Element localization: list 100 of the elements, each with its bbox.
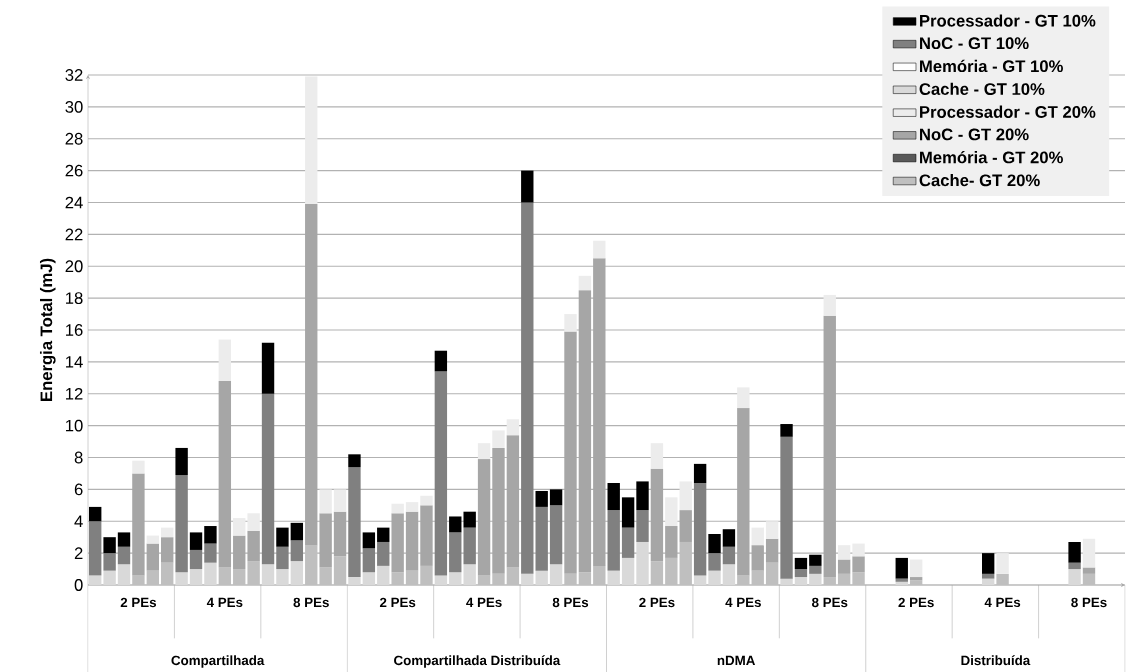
bar <box>204 562 217 585</box>
bar <box>679 541 692 585</box>
bar <box>535 506 548 571</box>
bar <box>549 489 563 506</box>
bar <box>305 76 318 205</box>
bar <box>218 381 232 568</box>
bar <box>535 490 548 507</box>
bar <box>636 510 649 542</box>
bar <box>636 541 649 585</box>
bar <box>852 556 865 573</box>
y-tick-label: 8 <box>74 451 83 464</box>
bar <box>103 570 116 585</box>
bar <box>722 564 736 585</box>
bar <box>362 572 376 585</box>
bar <box>132 473 145 576</box>
bar <box>780 578 793 585</box>
bar <box>463 527 476 565</box>
bar <box>261 393 275 565</box>
bar <box>333 511 347 557</box>
bar <box>377 527 390 542</box>
bar <box>521 573 534 585</box>
bar <box>233 518 246 536</box>
bar <box>578 275 592 291</box>
bar <box>362 548 376 573</box>
bar <box>794 557 808 570</box>
bar <box>261 342 275 394</box>
bar <box>521 202 534 574</box>
bar <box>103 553 116 571</box>
x-tick-label: 8 PEs <box>1071 597 1107 608</box>
x-tick-label: 4 PEs <box>466 597 502 608</box>
bar <box>161 527 174 538</box>
bar <box>492 447 505 574</box>
bar <box>117 546 131 565</box>
x-tick-label: 4 PEs <box>984 597 1021 608</box>
bar <box>708 570 721 585</box>
bar <box>665 526 678 558</box>
bar <box>621 497 635 528</box>
bar <box>319 513 332 568</box>
bar <box>751 570 764 585</box>
legend-label: Processador - GT 10% <box>920 14 1096 27</box>
bar <box>909 577 923 581</box>
bar <box>794 577 808 585</box>
bar <box>189 549 203 570</box>
bar <box>377 541 390 566</box>
y-tick-label: 28 <box>65 132 83 145</box>
bar <box>247 513 260 531</box>
bar <box>175 572 188 585</box>
bar <box>650 561 664 585</box>
y-tick-label: 4 <box>74 515 83 527</box>
bar <box>377 565 390 585</box>
bar <box>204 543 217 563</box>
bar <box>981 553 995 574</box>
bar <box>247 561 260 585</box>
bar <box>89 506 102 522</box>
bar <box>319 489 332 514</box>
bar <box>809 565 822 574</box>
bar <box>333 489 347 512</box>
bar <box>434 575 448 585</box>
bar <box>103 537 116 554</box>
bar <box>607 483 620 511</box>
bar <box>449 572 462 585</box>
text: Compartilhada <box>171 655 265 668</box>
y-tick-label: 14 <box>66 356 83 368</box>
bar <box>218 339 232 381</box>
bar <box>549 505 563 565</box>
bar <box>578 290 592 573</box>
bar <box>161 562 174 585</box>
bar <box>823 577 836 585</box>
bar <box>636 481 649 511</box>
x-tick-label: 2 PEs <box>120 597 157 608</box>
bar <box>593 565 606 585</box>
bar <box>362 532 376 549</box>
bar <box>578 572 592 585</box>
y-tick-label: 26 <box>65 164 83 177</box>
bar <box>405 570 419 585</box>
bar <box>204 526 217 544</box>
bar <box>391 513 404 573</box>
bar <box>607 570 620 585</box>
bar <box>405 502 419 512</box>
bar <box>693 575 707 585</box>
bar <box>665 497 678 527</box>
bar <box>679 510 692 542</box>
bar <box>737 575 750 585</box>
bar <box>434 350 448 372</box>
legend-label: Processador - GT 20% <box>920 105 1096 118</box>
bar <box>693 463 707 483</box>
bar <box>549 564 563 585</box>
bar <box>449 516 462 533</box>
legend-label: Memória - GT 20% <box>920 150 1063 164</box>
bar <box>290 561 304 585</box>
bar <box>1082 573 1096 585</box>
bar <box>1068 541 1081 563</box>
y-tick-label: 18 <box>66 292 83 305</box>
bar <box>348 577 361 585</box>
bar <box>809 573 822 585</box>
bar <box>852 572 865 585</box>
bar <box>233 535 246 570</box>
bar <box>737 408 750 576</box>
text: nDMA <box>717 655 756 665</box>
bar <box>161 537 174 563</box>
